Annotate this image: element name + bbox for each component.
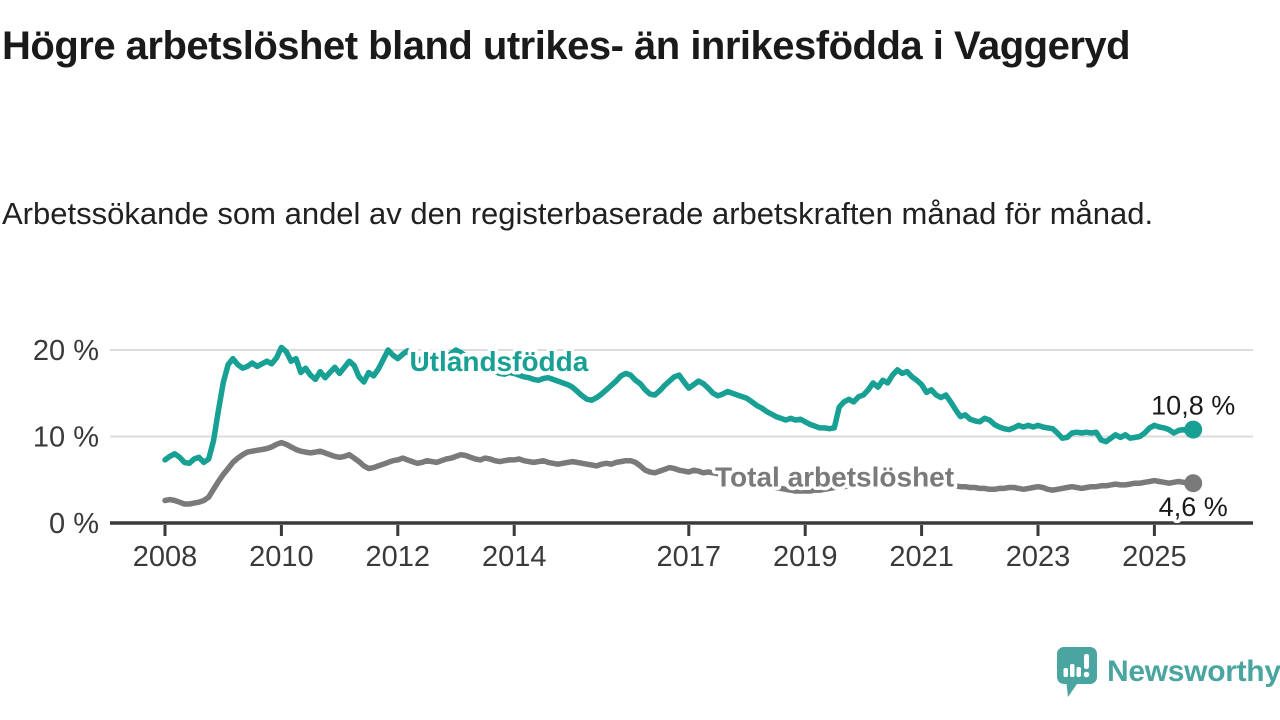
series-line-1 xyxy=(162,439,1196,507)
x-tick-label: 2017 xyxy=(657,541,722,573)
y-tick-label: 0 % xyxy=(49,508,99,540)
end-value-label-0: 10,8 % xyxy=(1151,391,1235,421)
speech-bubble-bar-chart-icon xyxy=(1057,647,1097,697)
x-tick-label: 2019 xyxy=(773,541,838,573)
chart-subtitle: Arbetssökande som andel av den registerb… xyxy=(2,196,1154,231)
x-tick-label: 2012 xyxy=(366,541,431,573)
series-endpoint-dot-0 xyxy=(1184,420,1203,439)
page-title: Högre arbetslöshet bland utrikes- än inr… xyxy=(2,24,1131,68)
x-tick-label: 2010 xyxy=(249,541,314,573)
x-tick-label: 2023 xyxy=(1006,541,1071,573)
x-tick-label: 2014 xyxy=(482,541,547,573)
end-value-label-1: 4,6 % xyxy=(1159,492,1228,522)
x-tick-label: 2008 xyxy=(133,541,198,573)
y-tick-label: 10 % xyxy=(33,422,99,454)
newsworthy-logo: Newsworthy xyxy=(1056,646,1280,698)
series-name-label-0: Utlandsfödda xyxy=(409,346,588,377)
newsworthy-wordmark: Newsworthy xyxy=(1107,655,1280,688)
series-line-0 xyxy=(162,344,1196,467)
series-endpoint-dot-1 xyxy=(1184,474,1203,493)
y-tick-label: 20 % xyxy=(33,335,99,367)
x-tick-label: 2025 xyxy=(1122,541,1187,573)
series-name-label-1: Total arbetslöshet xyxy=(715,462,954,493)
x-tick-label: 2021 xyxy=(889,541,954,573)
